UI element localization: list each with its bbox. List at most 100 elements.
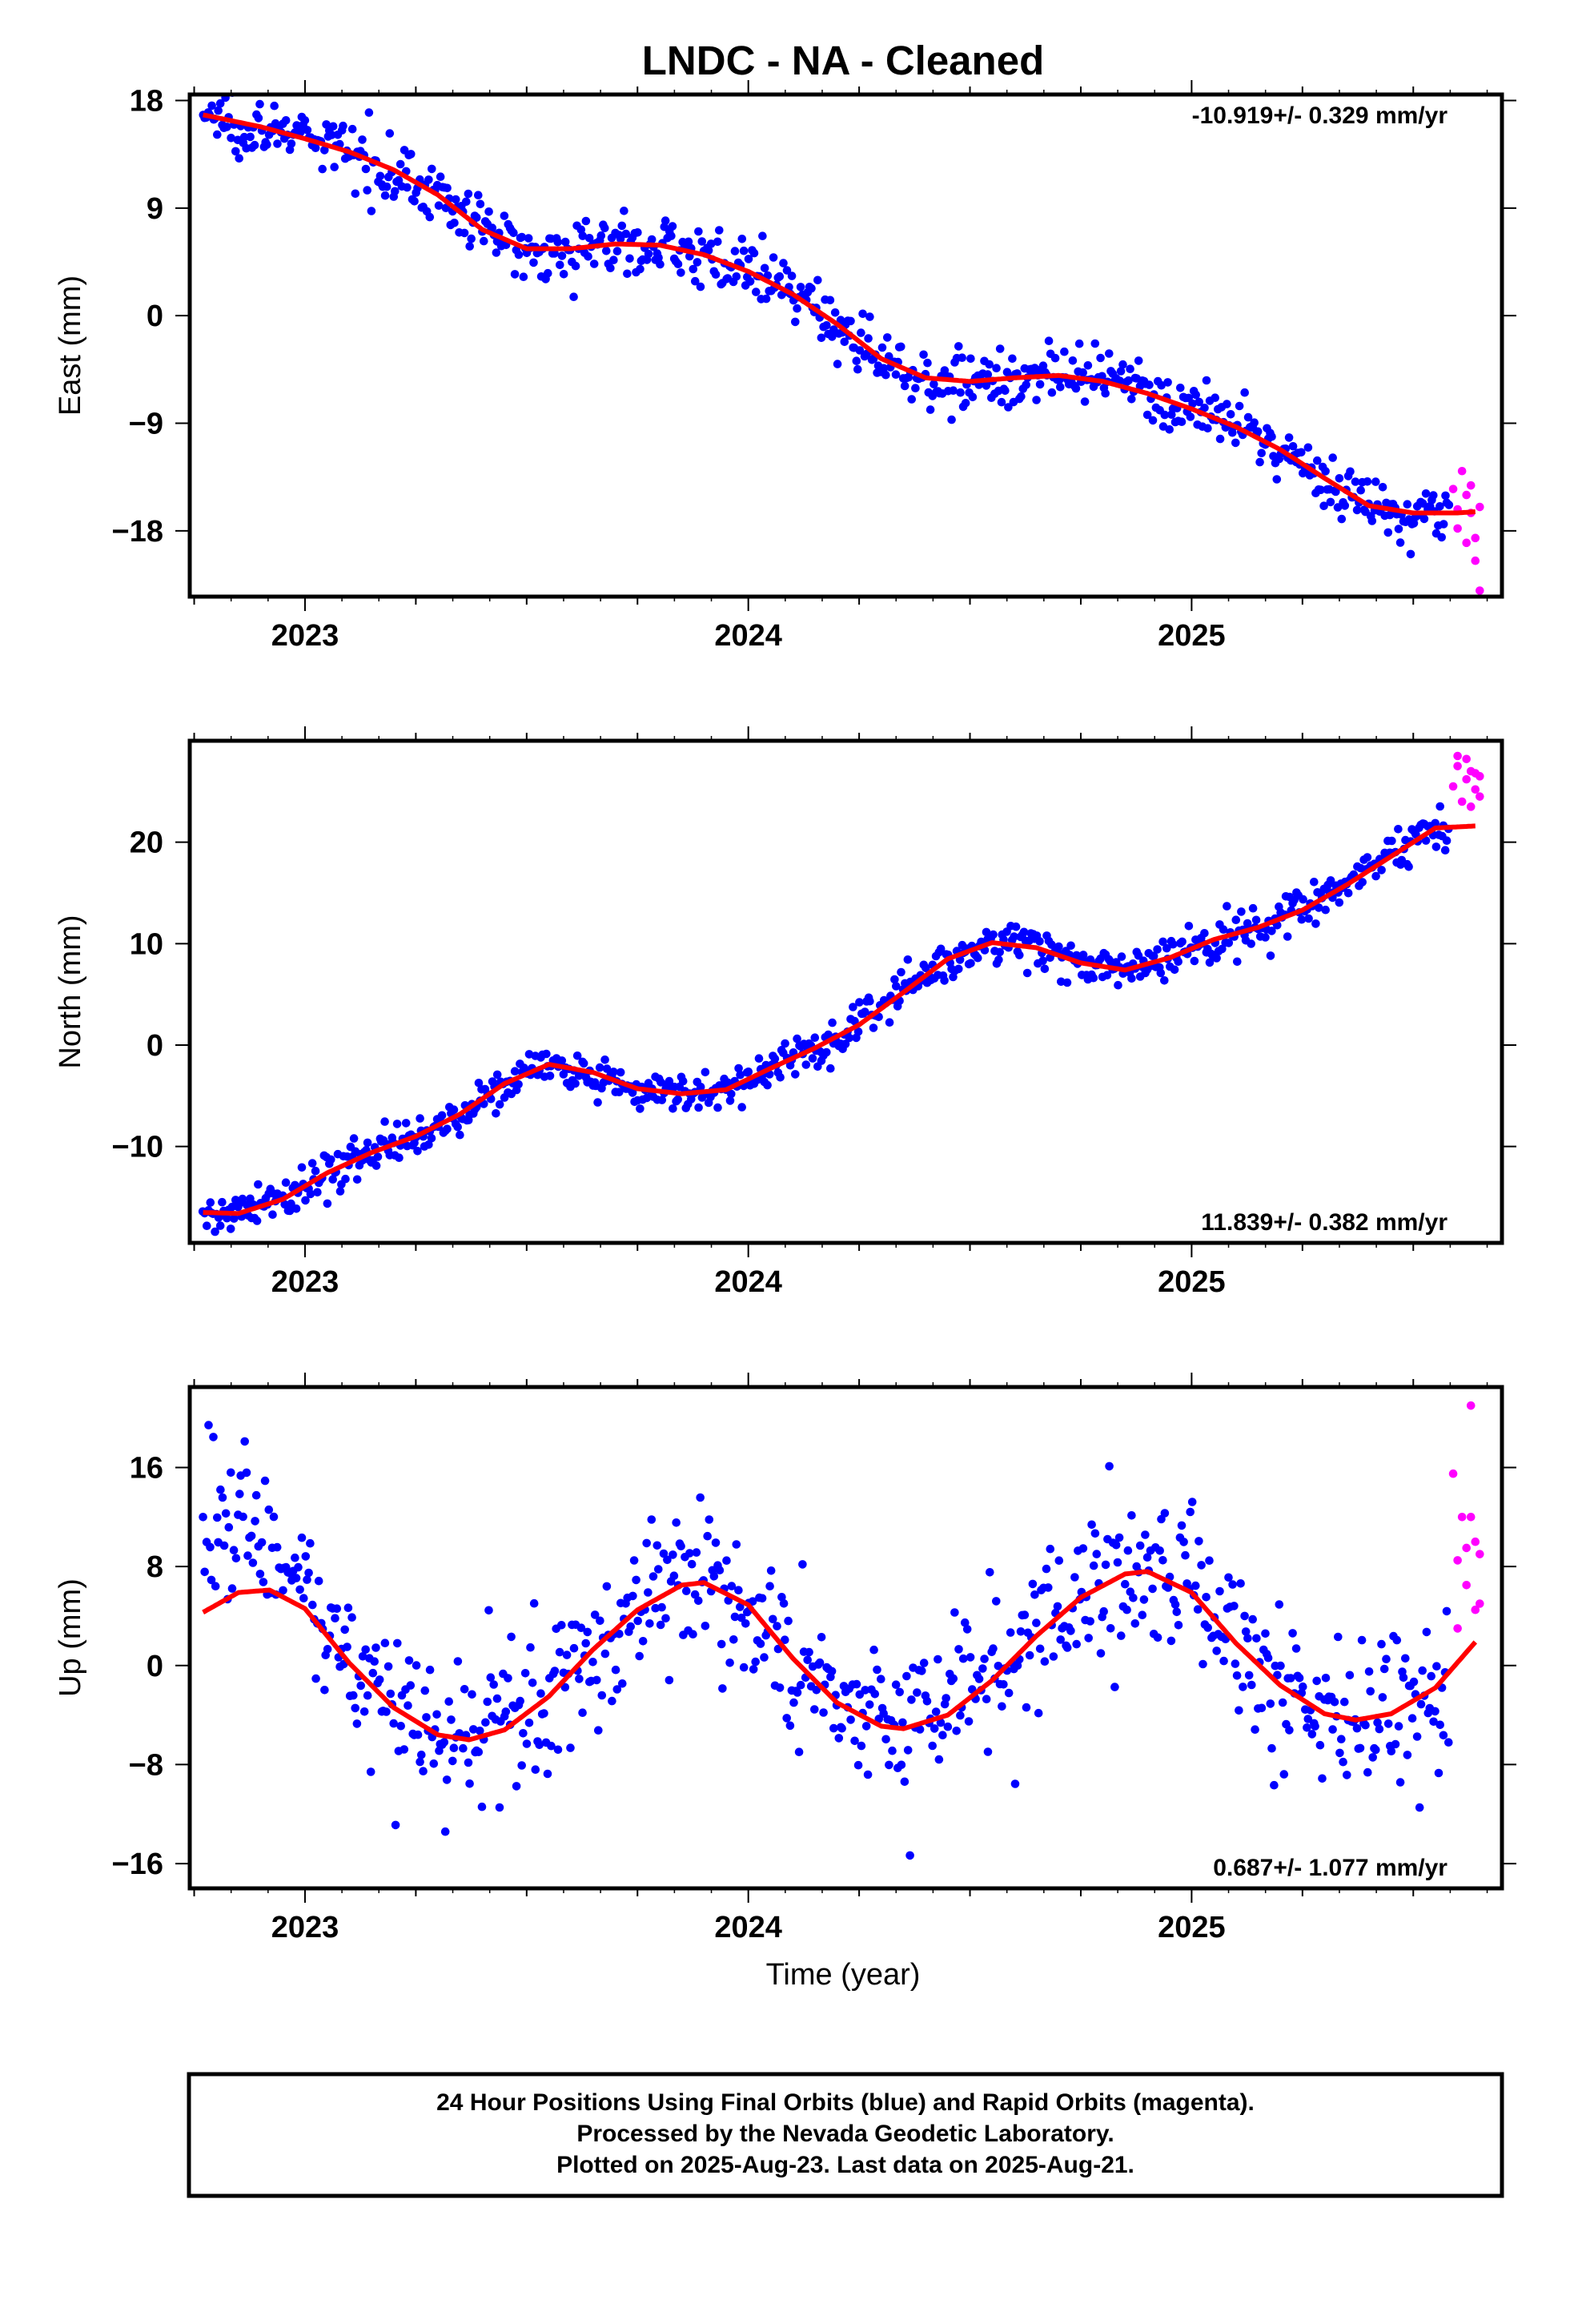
final-orbit-point bbox=[1444, 501, 1454, 509]
final-orbit-point bbox=[434, 201, 444, 210]
final-orbit-point bbox=[883, 333, 892, 342]
final-orbit-point bbox=[1022, 1703, 1031, 1712]
final-orbit-point bbox=[1139, 1595, 1149, 1604]
final-orbit-point bbox=[891, 370, 901, 380]
final-orbit-point bbox=[663, 1555, 672, 1565]
final-orbit-point bbox=[1226, 410, 1235, 419]
final-orbit-point bbox=[897, 342, 905, 352]
final-orbit-point bbox=[1261, 1629, 1270, 1638]
final-orbit-point bbox=[1035, 1644, 1045, 1654]
final-orbit-point bbox=[300, 116, 310, 125]
final-orbit-point bbox=[618, 1679, 627, 1688]
final-orbit-point bbox=[1407, 1714, 1417, 1723]
final-orbit-point bbox=[436, 172, 445, 181]
final-orbit-point bbox=[231, 1554, 241, 1563]
footer-box: 24 Hour Positions Using Final Orbits (bl… bbox=[187, 2072, 1504, 2198]
final-orbit-point bbox=[1218, 944, 1227, 954]
final-orbit-point bbox=[900, 381, 909, 391]
final-orbit-point bbox=[852, 1679, 861, 1689]
final-orbit-point bbox=[1321, 467, 1330, 476]
final-orbit-point bbox=[578, 1708, 587, 1717]
final-orbit-point bbox=[363, 1691, 372, 1700]
final-orbit-point bbox=[1429, 1717, 1438, 1727]
final-orbit-point bbox=[1168, 939, 1178, 949]
final-orbit-point bbox=[858, 309, 867, 319]
final-orbit-point bbox=[689, 1630, 697, 1638]
final-orbit-point bbox=[706, 239, 716, 248]
final-orbit-point bbox=[363, 186, 372, 195]
final-orbit-point bbox=[1288, 442, 1298, 451]
final-orbit-point bbox=[623, 269, 632, 279]
final-orbit-point bbox=[507, 1632, 516, 1642]
final-orbit-point bbox=[1415, 1803, 1424, 1812]
final-orbit-point bbox=[1328, 453, 1337, 462]
final-orbit-point bbox=[559, 1070, 568, 1079]
final-orbit-point bbox=[877, 343, 887, 352]
final-orbit-point bbox=[519, 272, 528, 282]
final-orbit-point bbox=[600, 1649, 610, 1659]
final-orbit-point bbox=[974, 953, 982, 963]
final-orbit-point bbox=[227, 1584, 237, 1593]
final-orbit-point bbox=[1337, 514, 1347, 524]
final-orbit-point bbox=[903, 1746, 913, 1755]
y-axis-label: Up (mm) bbox=[54, 1578, 87, 1697]
final-orbit-point bbox=[545, 1072, 555, 1080]
final-orbit-point bbox=[1066, 941, 1075, 951]
final-orbit-point bbox=[474, 191, 483, 199]
final-orbit-point bbox=[1090, 1529, 1100, 1538]
final-orbit-point bbox=[1186, 412, 1195, 421]
final-orbit-point bbox=[1371, 477, 1380, 486]
final-orbit-point bbox=[1066, 1626, 1075, 1635]
final-orbit-point bbox=[597, 1691, 607, 1700]
final-orbit-point bbox=[1232, 1671, 1242, 1680]
final-orbit-point bbox=[1197, 1561, 1206, 1570]
final-orbit-point bbox=[958, 1654, 968, 1663]
final-orbit-point bbox=[1160, 410, 1170, 420]
final-orbit-point bbox=[956, 388, 965, 397]
final-orbit-point bbox=[255, 99, 264, 109]
final-orbit-point bbox=[1367, 517, 1377, 525]
final-orbit-point bbox=[779, 1599, 789, 1608]
y-tick-label: −8 bbox=[129, 1748, 163, 1782]
final-orbit-point bbox=[954, 1645, 963, 1654]
final-orbit-point bbox=[1364, 1667, 1374, 1676]
final-orbit-point bbox=[1042, 1564, 1051, 1574]
final-orbit-point bbox=[1105, 1462, 1114, 1471]
final-orbit-point bbox=[1343, 888, 1353, 898]
final-orbit-point bbox=[382, 1707, 391, 1716]
model-fit-curve bbox=[203, 823, 1476, 1216]
final-orbit-point bbox=[898, 1718, 907, 1727]
final-orbit-point bbox=[1001, 386, 1010, 396]
final-orbit-point bbox=[849, 1003, 857, 1011]
rapid-orbit-point bbox=[1448, 782, 1458, 791]
final-orbit-point bbox=[732, 1540, 741, 1549]
final-orbit-point bbox=[696, 1083, 705, 1092]
final-orbit-point bbox=[980, 1655, 989, 1663]
final-orbit-point bbox=[1032, 396, 1041, 404]
final-orbit-point bbox=[992, 364, 1001, 373]
final-orbit-point bbox=[449, 1105, 459, 1114]
final-orbit-point bbox=[560, 1683, 570, 1692]
final-orbit-point bbox=[562, 1651, 572, 1659]
final-orbit-point bbox=[992, 1597, 1001, 1606]
final-orbit-point bbox=[770, 1054, 780, 1063]
final-orbit-point bbox=[452, 195, 460, 204]
final-orbit-point bbox=[785, 1721, 795, 1731]
final-orbit-point bbox=[748, 1597, 757, 1606]
final-orbit-point bbox=[815, 1658, 825, 1667]
final-orbit-point bbox=[776, 1073, 785, 1082]
final-orbit-point bbox=[1160, 976, 1169, 985]
final-orbit-point bbox=[837, 1723, 846, 1733]
final-orbit-point bbox=[575, 1675, 584, 1683]
final-orbit-point bbox=[609, 255, 618, 265]
final-orbit-point bbox=[465, 1779, 474, 1788]
final-orbit-point bbox=[900, 1777, 909, 1787]
final-orbit-point bbox=[1123, 1546, 1133, 1555]
final-orbit-point bbox=[819, 1708, 828, 1717]
final-orbit-point bbox=[413, 1147, 422, 1156]
final-orbit-point bbox=[736, 1070, 745, 1080]
final-orbit-point bbox=[331, 1614, 339, 1622]
final-orbit-point bbox=[952, 1727, 961, 1735]
final-orbit-point bbox=[812, 1686, 821, 1695]
final-orbit-point bbox=[1155, 1546, 1164, 1555]
